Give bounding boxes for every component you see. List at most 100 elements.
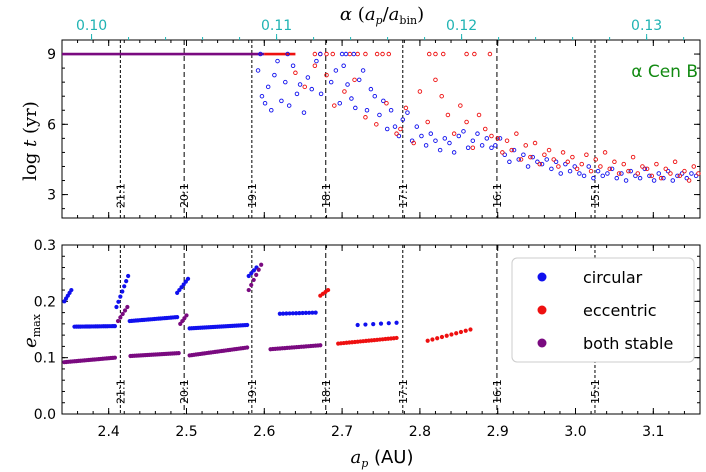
- resonance-label: 20:1: [178, 379, 191, 404]
- data-point: [425, 338, 430, 343]
- data-point: [122, 284, 127, 289]
- data-point: [500, 150, 505, 155]
- data-point: [184, 313, 189, 318]
- data-point: [290, 311, 295, 316]
- top-axis-title: α (ap/abin): [340, 4, 424, 27]
- data-point: [430, 337, 435, 342]
- data-point: [394, 335, 399, 341]
- data-point: [337, 100, 343, 106]
- data-point: [433, 138, 438, 143]
- x-axis-title: ap (AU): [350, 447, 413, 470]
- data-point: [661, 175, 666, 181]
- legend-marker: [537, 338, 547, 348]
- data-point: [433, 77, 438, 83]
- data-point: [112, 355, 118, 360]
- data-point: [69, 287, 74, 293]
- data-point: [565, 159, 570, 165]
- data-point: [185, 276, 191, 281]
- top-axis-tick-label: 0.12: [446, 18, 477, 34]
- data-point: [497, 136, 503, 141]
- data-point: [339, 51, 345, 57]
- data-point: [663, 166, 669, 172]
- y-tick-label: 0.1: [34, 351, 56, 367]
- data-point: [684, 175, 690, 181]
- data-point: [374, 122, 379, 127]
- data-point: [303, 310, 308, 316]
- data-point: [380, 51, 385, 57]
- data-point: [570, 154, 575, 160]
- data-point: [254, 272, 259, 277]
- data-point: [324, 72, 329, 78]
- resonance-label: 19:1: [246, 183, 259, 208]
- data-point: [351, 51, 357, 57]
- data-point: [325, 287, 331, 293]
- data-point: [487, 51, 493, 57]
- data-point: [384, 126, 390, 132]
- data-point: [656, 171, 662, 176]
- data-point: [439, 334, 445, 340]
- data-point: [384, 100, 389, 106]
- data-point: [356, 77, 362, 83]
- data-point: [626, 168, 631, 174]
- data-point: [456, 133, 462, 139]
- y-tick-label: 3: [47, 188, 56, 204]
- data-point: [535, 159, 540, 165]
- legend: circular eccentric both stable: [511, 257, 695, 363]
- data-point: [301, 110, 307, 115]
- resonance-label: 17:1: [397, 183, 410, 208]
- data-point: [255, 68, 261, 73]
- data-point: [124, 279, 129, 284]
- data-point: [546, 147, 552, 153]
- data-point: [392, 124, 398, 129]
- data-point: [598, 164, 603, 169]
- bottom-panel: 21:1 20:1 19:1 18:1 17:1 16:1 15:1 0.0 0.1 0.2 0.3…: [34, 238, 701, 440]
- data-point: [364, 108, 370, 113]
- data-point: [277, 311, 282, 316]
- data-point: [675, 173, 680, 179]
- data-point: [355, 322, 360, 328]
- data-point: [551, 157, 556, 162]
- data-point: [502, 152, 507, 158]
- data-point: [465, 145, 471, 150]
- data-point: [619, 171, 624, 176]
- data-point: [451, 150, 457, 155]
- data-point: [621, 161, 627, 167]
- data-point: [309, 86, 315, 92]
- data-point: [593, 157, 598, 162]
- data-point: [394, 131, 399, 136]
- data-point: [521, 152, 526, 158]
- data-point: [313, 310, 318, 315]
- data-point: [588, 168, 594, 174]
- data-point: [265, 84, 271, 90]
- legend-box: [511, 257, 695, 363]
- data-point: [612, 159, 617, 165]
- data-point: [279, 98, 284, 104]
- data-point: [353, 105, 358, 111]
- data-point: [433, 51, 438, 57]
- data-point: [256, 267, 261, 272]
- data-point: [245, 322, 250, 328]
- data-point: [249, 282, 254, 288]
- data-point: [532, 140, 538, 146]
- data-point: [649, 173, 655, 179]
- data-point: [355, 51, 360, 57]
- data-point: [259, 262, 264, 267]
- data-point: [475, 131, 480, 136]
- plot-frame: [61, 244, 701, 415]
- data-point: [640, 164, 645, 169]
- data-point: [249, 271, 254, 276]
- data-point: [509, 147, 514, 153]
- data-point: [602, 150, 608, 155]
- data-point: [112, 324, 118, 329]
- data-point: [287, 311, 292, 316]
- data-point: [605, 171, 610, 176]
- data-point: [377, 112, 382, 118]
- data-point: [470, 145, 476, 150]
- top-panel: 21:1 20:1 19:1 18:1 17:1 16:1 15:1 3 6 9 0.10 0.11 0…: [47, 18, 701, 219]
- data-point: [360, 68, 366, 73]
- data-point: [449, 332, 454, 337]
- top-axis-tick-label: 0.10: [76, 18, 107, 34]
- data-point: [363, 115, 368, 120]
- data-point: [294, 91, 300, 97]
